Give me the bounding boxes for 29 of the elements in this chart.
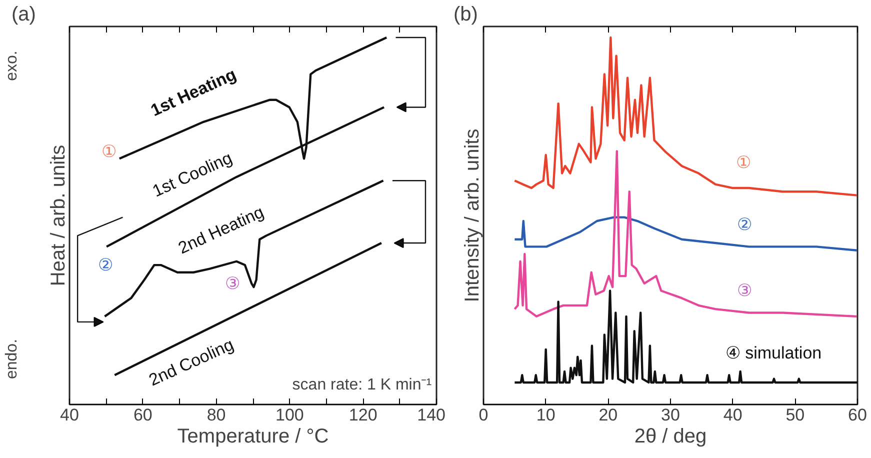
x-tick-label: 80 xyxy=(206,406,226,424)
x-tick-label: 50 xyxy=(786,406,805,424)
text: endo. xyxy=(4,338,20,380)
x-tick-label: 20 xyxy=(598,406,618,424)
y-axis-title: Heat / arb. units xyxy=(48,144,70,286)
annotation: ④ simulation xyxy=(725,344,822,363)
annotation: ② xyxy=(98,256,114,275)
x-tick-label: 10 xyxy=(536,406,556,424)
annotation: ① xyxy=(736,152,751,172)
annotation: ② xyxy=(737,215,752,234)
x-axis-title: 2θ / deg xyxy=(634,426,707,448)
y-axis-title: Intensity / arb. units xyxy=(462,128,484,302)
annotation: ③ xyxy=(737,281,752,300)
x-axis-title: Temperature / °C xyxy=(177,426,329,448)
text: exo. xyxy=(4,50,20,81)
x-tick-label: 120 xyxy=(348,406,378,424)
x-tick-label: 40 xyxy=(723,406,742,424)
x-tick-label: 60 xyxy=(848,406,867,424)
x-tick-label: 30 xyxy=(661,406,680,424)
x-tick-label: 140 xyxy=(417,406,446,424)
x-tick-label: 40 xyxy=(60,406,79,424)
x-tick-label: 100 xyxy=(276,406,304,424)
chart-title: (a) xyxy=(12,4,36,26)
x-tick-label: 0 xyxy=(478,406,488,424)
annotation: scan rate: 1 K min⁻¹ xyxy=(292,376,432,394)
annotation: ③ xyxy=(225,274,240,293)
x-tick-label: 60 xyxy=(133,406,152,424)
annotation: ① xyxy=(101,142,116,161)
chart-title: (b) xyxy=(454,4,478,26)
